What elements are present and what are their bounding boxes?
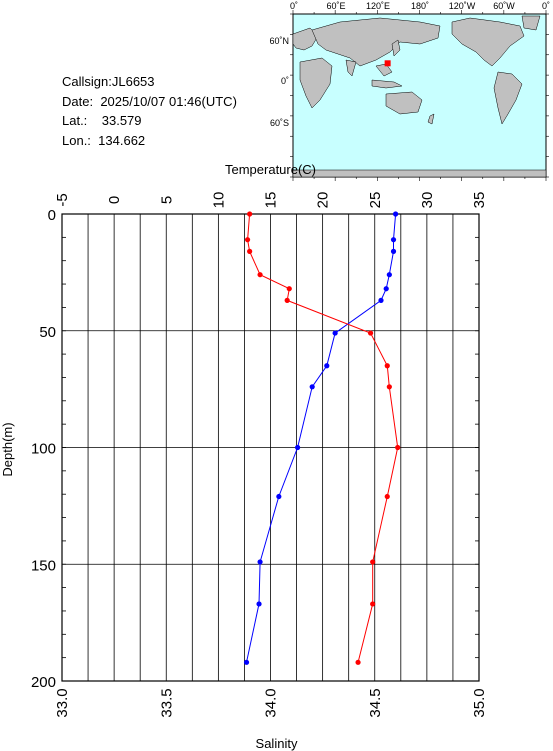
chart-grid: [61, 213, 480, 682]
land-southeast-asia: [375, 63, 393, 77]
plot-frame: [61, 213, 480, 682]
map-lon-label: 120˚E: [366, 1, 390, 11]
salinity-point: [367, 330, 374, 336]
map-lon-label: 60˚W: [493, 1, 515, 11]
temperature-line: [246, 213, 397, 663]
callsign-row: Callsign:JL6653: [62, 72, 237, 92]
salinity-point: [247, 211, 253, 217]
map-lon-label: 180˚: [411, 1, 429, 11]
salinity-point: [370, 601, 376, 607]
temperature-point: [324, 363, 330, 369]
land-africa: [299, 57, 333, 109]
salinity-point: [384, 493, 390, 500]
salinity-tick-label: 33.0: [54, 688, 71, 717]
salinity-tick-label: 35.0: [471, 688, 488, 717]
land-europe: [292, 27, 319, 51]
salinity-tick-label: 34.5: [367, 688, 384, 717]
temperature-point: [378, 297, 384, 303]
map-lon-label: 0˚: [542, 1, 550, 11]
station-marker: [384, 60, 391, 67]
salinity-point: [355, 659, 361, 665]
map-lon-label: 60˚E: [326, 1, 345, 11]
salinity-point: [257, 272, 263, 278]
land-india: [345, 59, 357, 77]
temperature-point: [295, 444, 301, 451]
temperature-point: [243, 659, 250, 665]
land-new-zealand: [427, 113, 435, 125]
depth-tick-labels: 0 50 100 150 200: [31, 207, 56, 691]
temperature-point: [332, 330, 338, 336]
callsign-label: Callsign:: [62, 74, 112, 89]
salinity-line: [247, 213, 399, 663]
date-value: 2025/10/07 01:46(UTC): [100, 93, 237, 109]
land-south-america: [493, 71, 523, 125]
salinity-point: [386, 384, 392, 390]
depth-axis-title: Depth(m): [0, 422, 15, 476]
depth-tick-label: 0: [48, 207, 56, 224]
chart-series: [243, 211, 401, 665]
map-lon-labels: 0˚ 60˚E 120˚E 180˚ 120˚W 60˚W 0˚: [290, 1, 550, 11]
location-map: 0˚ 60˚E 120˚E 180˚ 120˚W 60˚W 0˚ 60˚N 0˚…: [269, 1, 550, 181]
salinity-tick-labels: 33.0 33.5 34.0 34.5 35.0: [54, 688, 488, 717]
map-lat-label: 0˚: [281, 76, 289, 86]
salinity-point: [395, 444, 401, 451]
salinity-point: [286, 286, 292, 292]
chart-minor-ticks: [62, 213, 479, 682]
map-frame-ticks: [290, 10, 549, 181]
station-info: Callsign:JL6653 Date: 2025/10/07 01:46(U…: [62, 72, 237, 150]
land-greenland: [521, 15, 541, 31]
temperature-point: [390, 237, 397, 243]
callsign-value: JL6653: [111, 74, 155, 89]
map-lon-label: 120˚W: [449, 1, 476, 11]
salinity-tick-label: 34.0: [263, 688, 280, 717]
land-japan: [391, 39, 401, 57]
salinity-point: [370, 559, 376, 565]
temperature-point: [393, 211, 399, 217]
date-row: Date: 2025/10/07 01:46(UTC): [62, 92, 237, 112]
map-marker-layer: [384, 60, 391, 67]
depth-tick-label: 100: [31, 441, 56, 458]
land-indonesia: [371, 79, 403, 89]
lat-row: Lat.: 33.579: [62, 111, 237, 131]
depth-tick-label: 200: [31, 674, 56, 691]
map-lon-label: 0˚: [290, 1, 298, 11]
lon-value: 134.662: [98, 132, 146, 148]
salinity-point: [247, 248, 253, 254]
temperature-point: [383, 286, 389, 292]
salinity-axis-title: Salinity: [256, 736, 298, 751]
depth-tick-label: 50: [39, 324, 56, 341]
temperature-point: [256, 601, 262, 607]
temperature-point: [386, 272, 392, 278]
date-label: Date:: [62, 93, 94, 109]
map-lat-labels: 60˚N 0˚ 60˚S: [269, 36, 289, 128]
land-antarctica: [292, 169, 547, 178]
temperature-point: [309, 384, 315, 390]
map-lat-label: 60˚N: [269, 36, 289, 46]
salinity-point: [244, 237, 251, 243]
temperature-point: [276, 493, 282, 500]
land-north-america: [451, 17, 525, 67]
lat-value: 33.579: [101, 113, 142, 128]
salinity-point: [284, 297, 290, 303]
salinity-tick-label: 33.5: [158, 688, 175, 717]
lon-label: Lon.:: [62, 132, 91, 148]
temperature-point: [390, 248, 397, 254]
depth-tick-label: 150: [31, 557, 56, 574]
salinity-point: [384, 363, 390, 369]
map-lat-label: 60˚S: [270, 118, 289, 128]
lat-label: Lat.:: [62, 113, 88, 128]
temperature-point: [257, 559, 263, 565]
land-australia: [385, 91, 423, 115]
lon-row: Lon.: 134.662: [62, 131, 237, 151]
map-landmasses: [292, 15, 547, 178]
